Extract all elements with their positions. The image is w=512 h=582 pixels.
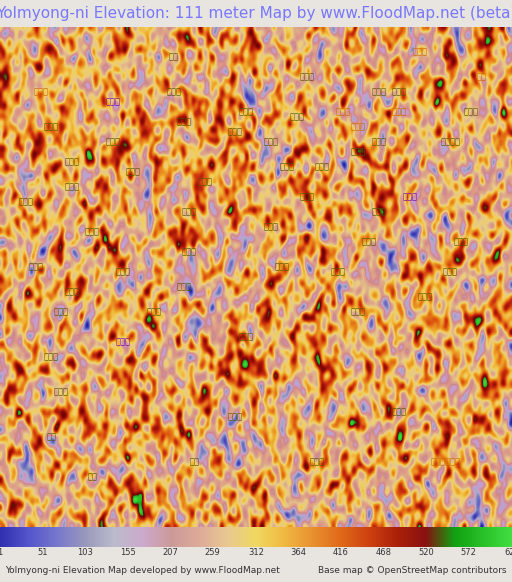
Text: 전공리: 전공리 [417, 293, 433, 301]
Text: 참암리: 참암리 [300, 73, 315, 82]
Text: 예최리: 예최리 [371, 208, 387, 217]
Text: 문금리: 문금리 [392, 407, 407, 416]
Text: 장열리: 장열리 [392, 88, 407, 97]
Text: 요안리: 요안리 [371, 88, 387, 97]
Text: 방산리: 방산리 [238, 332, 253, 342]
Text: 점양듵: 점양듵 [412, 48, 428, 57]
Text: 207: 207 [162, 548, 178, 557]
Text: 364: 364 [290, 548, 307, 557]
Text: 259: 259 [205, 548, 221, 557]
Text: Yolmyong-ni Elevation Map developed by www.FloodMap.net: Yolmyong-ni Elevation Map developed by w… [5, 566, 280, 576]
Text: 헙쳴리: 헙쳴리 [28, 262, 44, 272]
Text: 궁평리: 궁평리 [300, 193, 315, 201]
Text: 마전: 마전 [189, 457, 200, 466]
Text: 수콕리: 수콕리 [279, 163, 294, 172]
Text: 103: 103 [77, 548, 93, 557]
Text: 상신음: 상신음 [33, 88, 49, 97]
Text: 정공리: 정공리 [443, 268, 458, 276]
Text: 이티리: 이티리 [228, 413, 243, 421]
Text: 석담리: 석담리 [228, 127, 243, 137]
Text: 시산리: 시산리 [64, 288, 79, 296]
Text: 520: 520 [418, 548, 434, 557]
Text: Base map © OpenStreetMap contributors: Base map © OpenStreetMap contributors [318, 566, 507, 576]
Text: 유공리: 유공리 [361, 237, 376, 247]
Text: 평론이: 평론이 [335, 108, 351, 117]
Text: 왔산리: 왔산리 [166, 88, 182, 97]
Text: 김잡리: 김잡리 [264, 222, 279, 232]
Text: 삼한리: 삼한리 [146, 307, 161, 317]
Text: 놊은리: 놊은리 [182, 208, 197, 217]
Text: 휴자리: 휴자리 [64, 158, 79, 166]
Text: 사전리: 사전리 [105, 138, 120, 147]
Text: 동화리: 동화리 [315, 163, 330, 172]
Text: 468: 468 [376, 548, 392, 557]
Text: 대회리: 대회리 [54, 307, 69, 317]
Text: Yolmyong-ni Elevation: 111 meter Map by www.FloodMap.net (beta): Yolmyong-ni Elevation: 111 meter Map by … [0, 6, 512, 21]
Text: 주고리스트맵: 주고리스트맵 [431, 457, 460, 466]
Text: 화산리: 화산리 [182, 247, 197, 257]
Text: 여리: 여리 [87, 472, 97, 481]
Text: 항산리: 항산리 [177, 118, 192, 127]
Text: 귀리: 귀리 [46, 432, 56, 441]
Text: 도고면: 도고면 [105, 98, 120, 107]
Text: 간양리: 간양리 [64, 183, 79, 191]
Text: 강신리: 강신리 [44, 353, 59, 361]
Text: 봉당리: 봉당리 [44, 123, 59, 132]
Text: 거산리: 거산리 [351, 307, 366, 317]
Text: 공평리: 공평리 [18, 198, 33, 207]
Text: 신유리: 신유리 [238, 108, 253, 117]
Text: 송석리: 송석리 [330, 268, 346, 276]
Text: 건월리: 건월리 [289, 113, 305, 122]
Text: 에른리: 에른리 [371, 138, 387, 147]
Text: 신인동: 신인동 [392, 108, 407, 117]
Text: 대슬면: 대슬면 [115, 338, 131, 346]
Text: 속악면: 속악면 [402, 193, 417, 201]
Text: 416: 416 [333, 548, 349, 557]
Text: 가산동: 가산동 [351, 123, 366, 132]
Text: 장복리: 장복리 [177, 282, 192, 292]
Text: 312: 312 [248, 548, 264, 557]
Text: 마구리: 마구리 [453, 237, 468, 247]
Text: 연평휘: 연평휘 [351, 148, 366, 157]
Text: 장데교리: 장데교리 [440, 138, 461, 147]
Text: 도산리: 도산리 [125, 168, 141, 177]
Text: 수절리: 수절리 [84, 228, 100, 237]
Text: 51: 51 [37, 548, 48, 557]
Text: 토리: 토리 [169, 53, 179, 62]
Text: 572: 572 [461, 548, 477, 557]
Text: 인주: 인주 [476, 73, 486, 82]
Text: 덕앗리: 덕앗리 [264, 138, 279, 147]
Text: 155: 155 [120, 548, 136, 557]
Text: 모엄리: 모엄리 [197, 178, 212, 187]
Text: -1: -1 [0, 548, 4, 557]
Text: 625: 625 [504, 548, 512, 557]
Text: 산정리: 산정리 [54, 388, 69, 396]
Text: 송엉리: 송엉리 [274, 262, 289, 272]
Text: 더고리: 더고리 [310, 457, 325, 466]
Text: 괴코리: 괴코리 [115, 268, 131, 276]
Text: 법공리: 법공리 [463, 108, 479, 117]
